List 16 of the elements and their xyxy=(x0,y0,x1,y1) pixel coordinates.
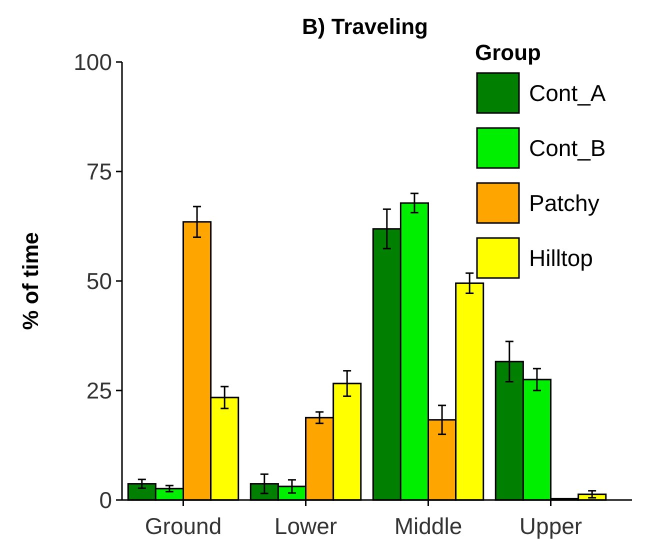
y-tick-label: 100 xyxy=(74,49,112,76)
x-tick-label: Middle xyxy=(394,513,462,539)
legend-label: Hilltop xyxy=(529,245,593,272)
chart-title: B) Traveling xyxy=(302,14,428,39)
legend-title: Group xyxy=(475,40,541,65)
x-tick-label: Ground xyxy=(144,513,222,539)
y-tick-label: 0 xyxy=(99,487,112,514)
y-tick-label: 25 xyxy=(86,378,112,404)
x-tick-label: Upper xyxy=(519,513,582,539)
legend-label: Patchy xyxy=(529,190,600,216)
y-tick-label: 75 xyxy=(86,158,112,185)
legend-label: Cont_A xyxy=(529,80,606,106)
y-axis-title: % of time xyxy=(18,232,43,330)
legend-label: Cont_B xyxy=(529,135,606,162)
y-tick-label: 50 xyxy=(86,268,112,294)
x-tick-label: Lower xyxy=(274,513,338,539)
